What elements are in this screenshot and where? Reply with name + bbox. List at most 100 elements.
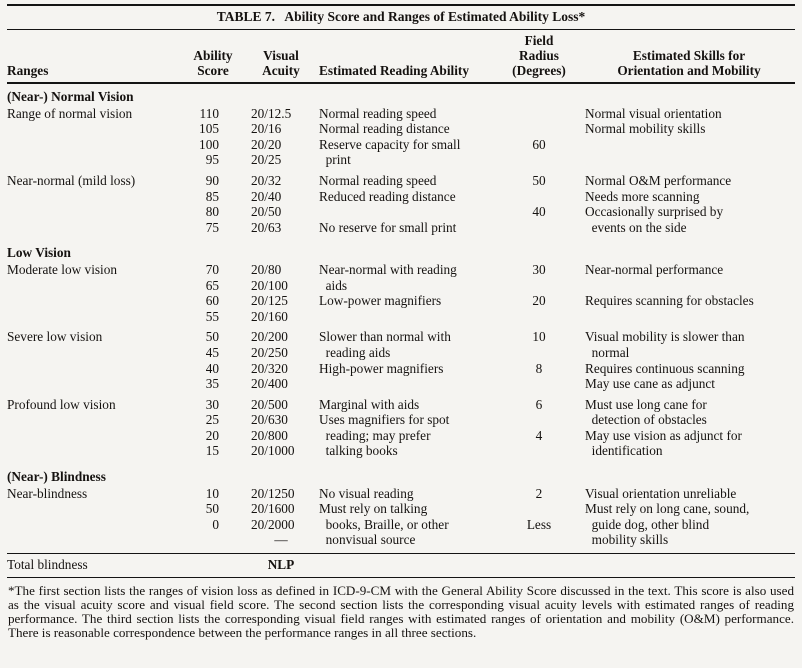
table-row: Profound low vision 30 20/500 Marginal with… — [7, 397, 795, 413]
cell-col-3: Normal reading speed — [319, 105, 437, 121]
cell-col-3: reading; may prefer — [319, 427, 431, 443]
table-row: 60 20/125 Low-power magnifiers 20 Requires s… — [7, 293, 795, 309]
column-header-5: Estimated Skills for Orientation and Mob… — [583, 30, 795, 84]
cell-col-5: May use vision as adjunct for — [585, 427, 742, 443]
table-row: 25 20/630 Uses magnifiers for spot detecti… — [7, 412, 795, 428]
cell-col-1: 0 — [212, 516, 219, 532]
cell-col-4: 50 — [532, 172, 546, 188]
cell-col-1: 75 — [205, 219, 219, 235]
cell-col-4: 2 — [535, 485, 543, 501]
table-row: 105 20/16 Normal reading distance Normal mo… — [7, 121, 795, 137]
cell-col-2: 20/40 — [251, 188, 282, 204]
cell-col-0 — [7, 376, 183, 392]
table-row: 50 20/1600 Must rely on talking Must rely o… — [7, 501, 795, 517]
cell-col-4 — [495, 220, 583, 236]
table-row: Moderate low vision 70 20/80 Near-normal wi… — [7, 262, 795, 278]
cell-col-1: 15 — [205, 443, 219, 459]
cell-col-5: Normal visual orientation — [585, 105, 722, 121]
cell-col-3: Marginal with aids — [319, 396, 420, 412]
cell-col-1: 110 — [199, 105, 219, 121]
cell-col-3 — [319, 204, 495, 220]
cell-col-2: 20/20 — [251, 136, 282, 152]
cell-col-4: 30 — [532, 261, 546, 277]
cell-col-3: aids — [319, 277, 348, 293]
cell-col-0 — [7, 532, 183, 548]
section-header: Low Vision — [7, 245, 71, 261]
cell-col-2: 20/1000 — [251, 443, 295, 459]
cell-col-3: reading aids — [319, 344, 391, 360]
cell-col-3: talking books — [319, 443, 398, 459]
column-header-3: Estimated Reading Ability — [319, 30, 495, 84]
cell-col-5 — [583, 152, 795, 168]
cell-col-2: 20/25 — [251, 152, 282, 168]
cell-col-1: 105 — [199, 121, 219, 137]
cell-col-0: Moderate low vision — [7, 261, 118, 277]
cell-col-2: 20/16 — [251, 121, 282, 137]
cell-col-0 — [7, 309, 183, 325]
cell-col-1: 80 — [205, 204, 219, 220]
cell-col-4 — [495, 345, 583, 361]
cell-col-0 — [7, 204, 183, 220]
cell-col-3: No visual reading — [319, 485, 414, 501]
table-row: 35 20/400 May use cane as adjunct — [7, 376, 795, 392]
cell-col-4 — [495, 309, 583, 325]
cell-col-3: No reserve for small print — [319, 219, 457, 235]
cell-col-3: Normal reading distance — [319, 121, 450, 137]
table-row: 75 20/63 No reserve for small print events… — [7, 220, 795, 236]
cell-col-1: 70 — [205, 261, 219, 277]
column-header-2: Visual Acuity — [243, 30, 319, 84]
section-header-row: (Near-) Normal Vision — [7, 83, 795, 106]
cell-col-3: High-power magnifiers — [319, 360, 444, 376]
cell-col-1: 10 — [205, 485, 219, 501]
cell-col-0 — [7, 152, 183, 168]
cell-col-1: 95 — [205, 152, 219, 168]
cell-col-5: normal — [585, 344, 630, 360]
cell-col-5: identification — [585, 443, 663, 459]
cell-col-2: 20/160 — [251, 308, 288, 324]
cell-col-2: 20/1600 — [251, 501, 295, 517]
cell-col-5: Visual mobility is slower than — [585, 329, 745, 345]
column-header-1: Ability Score — [183, 30, 243, 84]
cell-col-1 — [183, 532, 243, 548]
cell-col-2: 20/320 — [251, 360, 288, 376]
cell-col-2: 20/125 — [251, 293, 288, 309]
table-row: 0 20/2000 books, Braille, or other Less gu… — [7, 517, 795, 533]
cell-col-0: Profound low vision — [7, 396, 116, 412]
cell-col-1: 45 — [205, 344, 219, 360]
table-header: Ranges Ability Score Visual Acuity Estimate… — [7, 30, 795, 84]
cell-col-1: 25 — [205, 412, 219, 428]
cell-col-2: 20/12.5 — [251, 105, 292, 121]
cell-col-0: Severe low vision — [7, 329, 103, 345]
cell-col-0 — [7, 428, 183, 444]
section-header: (Near-) Blindness — [7, 469, 106, 485]
cell-col-5: May use cane as adjunct — [585, 376, 715, 392]
cell-col-1: 65 — [205, 277, 219, 293]
table-row: Severe low vision 50 20/200 Slower than nor… — [7, 329, 795, 345]
cell-col-0: Near-blindness — [7, 485, 88, 501]
cell-col-3: Slower than normal with — [319, 329, 451, 345]
table-row: Near-normal (mild loss) 90 20/32 Normal rea… — [7, 173, 795, 189]
cell-col-4: 40 — [532, 204, 546, 220]
ability-score-table: Ranges Ability Score Visual Acuity Estimate… — [7, 30, 795, 578]
total-cell-col-4 — [495, 553, 583, 578]
table-row: 85 20/40 Reduced reading distance Needs mor… — [7, 189, 795, 205]
cell-col-4: 60 — [532, 136, 546, 152]
table-row: 15 20/1000 talking books identification — [7, 443, 795, 459]
cell-col-0 — [7, 443, 183, 459]
cell-col-5: Occasionally surprised by — [585, 204, 724, 220]
cell-col-4 — [495, 106, 583, 122]
cell-col-0 — [7, 189, 183, 205]
table-row: 100 20/20 Reserve capacity for small 60 — [7, 137, 795, 153]
cell-col-4: Less — [526, 516, 552, 532]
cell-col-5: Requires scanning for obstacles — [585, 293, 754, 309]
column-header-4: Field Radius (Degrees) — [495, 30, 583, 84]
cell-col-3: Uses magnifiers for spot — [319, 412, 450, 428]
table-row: 20 20/800 reading; may prefer 4 May use vis… — [7, 428, 795, 444]
cell-col-1: 50 — [205, 501, 219, 517]
footnote: *The first section lists the ranges of v… — [8, 582, 794, 640]
cell-col-0 — [7, 517, 183, 533]
table-row: Near-blindness 10 20/1250 No visual reading… — [7, 486, 795, 502]
cell-col-0 — [7, 412, 183, 428]
total-cell-col-1 — [183, 553, 243, 578]
cell-col-3: Reduced reading distance — [319, 188, 456, 204]
